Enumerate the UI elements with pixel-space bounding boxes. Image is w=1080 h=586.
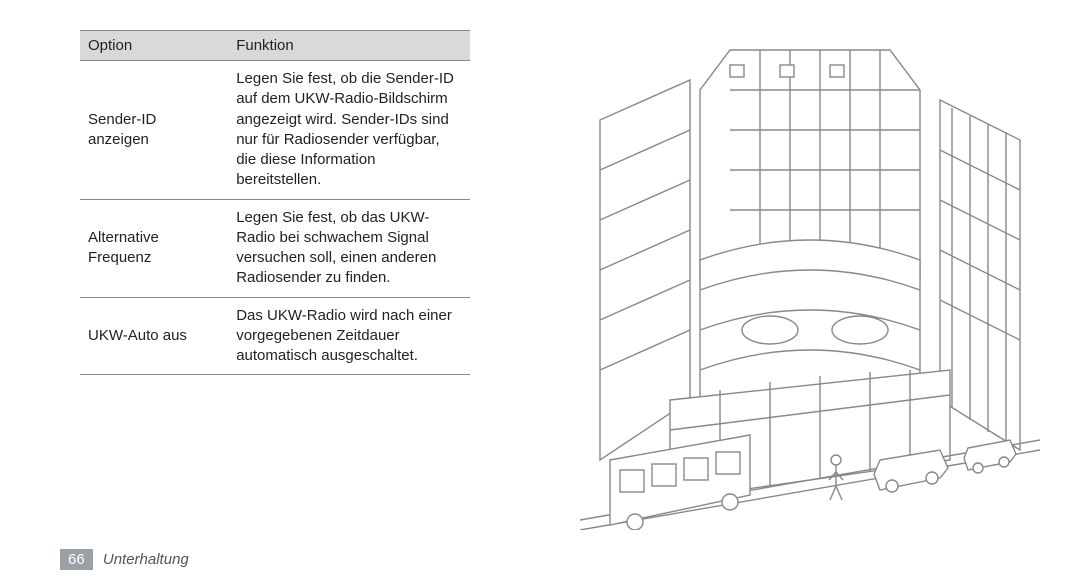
funktion-cell: Legen Sie fest, ob das UKW-Radio bei sch… <box>228 199 470 297</box>
option-cell: UKW-Auto aus <box>80 297 228 375</box>
table-row: Alternative Frequenz Legen Sie fest, ob … <box>80 199 470 297</box>
table-row: UKW-Auto aus Das UKW-Radio wird nach ein… <box>80 297 470 375</box>
section-title: Unterhaltung <box>103 551 189 568</box>
funktion-cell: Legen Sie fest, ob die Sender-ID auf dem… <box>228 61 470 200</box>
options-table: Option Funktion Sender-ID anzeigen Legen… <box>80 30 470 375</box>
table-row: Sender-ID anzeigen Legen Sie fest, ob di… <box>80 61 470 200</box>
table-header-option: Option <box>80 31 228 61</box>
funktion-cell: Das UKW-Radio wird nach einer vorgegeben… <box>228 297 470 375</box>
table-header-funktion: Funktion <box>228 31 470 61</box>
option-cell: Sender-ID anzeigen <box>80 61 228 200</box>
option-cell: Alternative Frequenz <box>80 199 228 297</box>
city-illustration <box>580 30 1040 530</box>
page-footer: 66 Unterhaltung <box>60 551 189 568</box>
page-number: 66 <box>60 549 93 570</box>
